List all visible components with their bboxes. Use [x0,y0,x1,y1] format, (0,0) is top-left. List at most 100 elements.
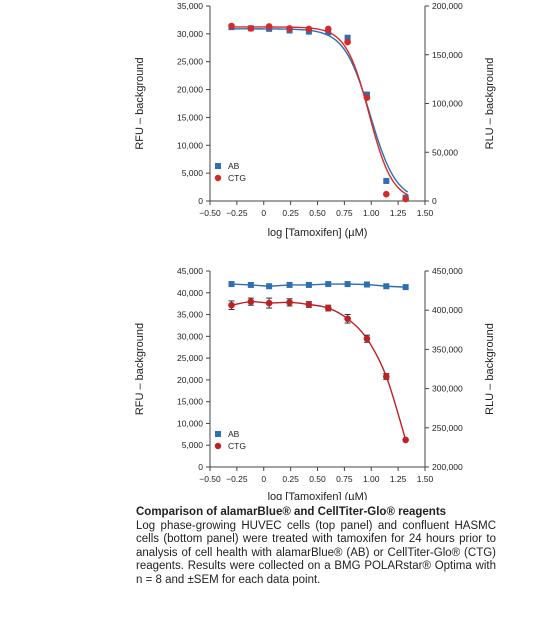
y-tick-label: 5,000 [182,440,204,450]
x-tick-label: 0.75 [336,474,353,484]
y-axis-title: RFU – background [134,57,146,149]
caption-title: Comparison of alamarBlue® and CellTiter-… [136,506,447,518]
y2-axis-title: RLU – background [484,323,496,415]
x-tick-label: −0.50 [199,208,221,218]
y2-tick-label: 100,000 [432,99,463,109]
y-tick-label: 30,000 [177,29,203,39]
y-tick-label: 0 [198,462,203,472]
legend-label: AB [228,429,240,439]
y-tick-label: 35,000 [177,1,203,11]
x-tick-label: 0.25 [282,208,299,218]
figure-caption: Comparison of alamarBlue® and CellTiter-… [136,506,496,588]
x-tick-label: 1.25 [390,474,407,484]
x-tick-label: 0.50 [309,474,326,484]
legend-marker [215,163,221,169]
series-ctg [228,297,409,444]
series-line [231,283,406,288]
data-point [305,25,313,33]
y2-tick-label: 350,000 [432,344,463,354]
data-point [402,436,409,444]
data-point [402,284,409,291]
data-point [383,190,390,198]
y2-tick-label: 400,000 [432,305,463,315]
data-point [324,25,332,33]
y-tick-label: 15,000 [177,112,203,122]
data-point [383,373,390,380]
x-tick-label: −0.25 [226,208,248,218]
y2-axis-title: RLU – background [484,58,496,150]
y2-tick-label: 0 [432,196,437,206]
legend-label: AB [228,161,240,171]
data-point [325,281,332,288]
x-tick-label: 0 [261,208,266,218]
data-point [247,298,255,305]
x-tick-label: 1.25 [390,208,407,218]
y2-tick-label: 450,000 [432,266,463,276]
series-ab [228,24,409,201]
legend: AB CTG [214,429,246,451]
y-tick-label: 30,000 [177,331,203,341]
x-tick-label: 0.50 [309,208,326,218]
data-point [265,23,273,30]
y-tick-label: 35,000 [177,310,203,320]
x-tick-label: 1.50 [417,208,434,218]
data-point [324,304,332,312]
y-axis-title: RFU – background [134,323,146,415]
data-point [286,299,293,306]
y2-tick-label: 200,000 [432,462,463,472]
data-point [265,299,273,307]
data-point [363,335,371,343]
data-point [266,283,273,290]
y2-tick-label: 250,000 [432,423,463,433]
y2-tick-label: 200,000 [432,1,463,11]
data-point [286,25,293,32]
series-ab [228,281,409,291]
caption-body: Log phase-growing HUVEC cells (top panel… [136,519,496,586]
legend-marker [214,174,222,182]
y-tick-label: 10,000 [177,140,203,150]
series-line [231,300,407,441]
series-line [229,28,409,193]
data-point [383,283,390,290]
y-tick-label: 5,000 [182,168,204,178]
data-point [228,301,235,309]
figure-charts: −0.50 −0.25 0 0.25 0.50 0.75 1.00 1.25 1.50 0 5,00… [134,1,496,500]
y-tick-label: 20,000 [177,375,203,385]
data-point [247,281,254,288]
legend-label: CTG [228,173,246,183]
data-point [228,281,235,288]
data-point [305,301,313,308]
x-tick-label: 1.50 [417,474,434,484]
data-point [344,315,351,323]
data-point [286,281,293,288]
data-point [402,195,409,203]
y-tick-label: 15,000 [177,397,203,407]
x-axis-title: log [Tamoxifen] (µM) [268,491,368,500]
y-tick-label: 20,000 [177,85,203,95]
legend-label: CTG [228,441,246,451]
chart-panel-2: −0.50 −0.25 0 0.25 0.50 0.75 1.00 1.25 1.50 0 5,00… [134,266,496,500]
data-point [363,281,370,288]
legend: AB CTG [214,161,246,183]
legend-marker [214,442,222,450]
y-tick-label: 40,000 [177,288,203,298]
data-point [344,38,351,46]
y2-tick-label: 150,000 [432,50,463,60]
x-axis-title: log [Tamoxifen] (µM) [268,227,368,239]
legend-marker [215,431,221,437]
y2-tick-label: 50,000 [432,147,458,157]
x-tick-label: 0.25 [282,474,299,484]
series-ctg [228,22,409,203]
y-tick-label: 25,000 [177,57,203,67]
data-point [247,25,255,32]
x-tick-label: 1.00 [363,208,380,218]
data-point [383,177,390,184]
y-tick-label: 0 [198,196,203,206]
y2-tick-label: 300,000 [432,384,463,394]
data-point [344,34,351,41]
series-line [229,26,409,196]
x-tick-label: 0 [261,474,266,484]
x-tick-label: 0.75 [336,208,353,218]
data-point [344,281,351,288]
y-tick-label: 25,000 [177,353,203,363]
